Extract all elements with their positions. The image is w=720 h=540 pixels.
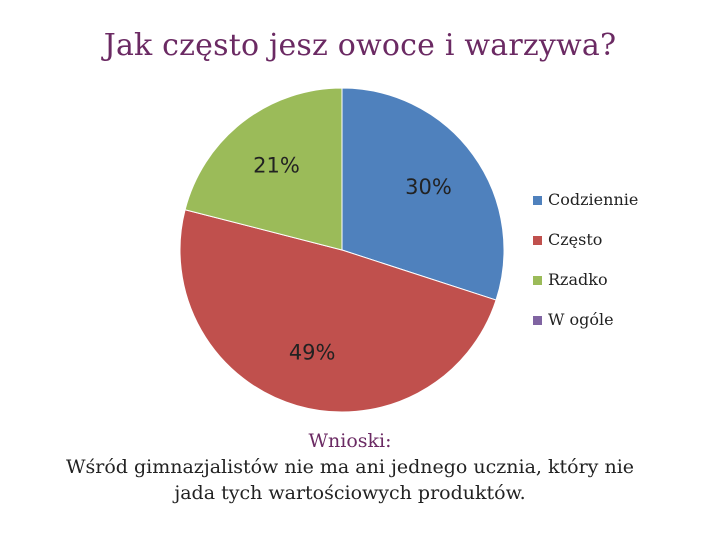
pie-data-labels: 30% 49% 21%: [253, 154, 452, 365]
legend-swatch-w-ogole: [533, 316, 542, 325]
legend-label-rzadko: Rzadko: [548, 270, 608, 289]
data-label-czesto: 49%: [289, 341, 336, 365]
legend-swatch-czesto: [533, 236, 542, 245]
conclusion: Wnioski: Wśród gimnazjalistów nie ma ani…: [20, 428, 680, 506]
legend-swatch-rzadko: [533, 276, 542, 285]
conclusion-line-2: jada tych wartościowych produktów.: [174, 482, 526, 504]
conclusion-line-1: Wśród gimnazjalistów nie ma ani jednego …: [65, 456, 635, 478]
legend-item-codziennie: Codziennie: [533, 188, 718, 228]
pie-slice-rzadko: [184, 87, 343, 251]
conclusion-heading: Wnioski:: [308, 430, 392, 452]
legend-item-czesto: Często: [533, 228, 718, 268]
legend-item-rzadko: Rzadko: [533, 268, 718, 308]
legend-label-w-ogole: W ogóle: [548, 310, 614, 329]
data-label-codziennie: 30%: [405, 175, 452, 199]
legend: Codziennie Często Rzadko W ogóle: [533, 188, 718, 348]
legend-label-czesto: Często: [548, 230, 603, 249]
legend-item-w-ogole: W ogóle: [533, 308, 718, 348]
legend-label-codziennie: Codziennie: [548, 190, 639, 209]
pie-slices: [179, 87, 505, 413]
chart-title: Jak często jesz owoce i warzywa?: [103, 28, 617, 63]
legend-swatch-codziennie: [533, 196, 542, 205]
pie-slice-czesto: [179, 209, 497, 413]
data-label-rzadko: 21%: [253, 154, 300, 178]
pie-slice-codziennie: [341, 87, 505, 301]
